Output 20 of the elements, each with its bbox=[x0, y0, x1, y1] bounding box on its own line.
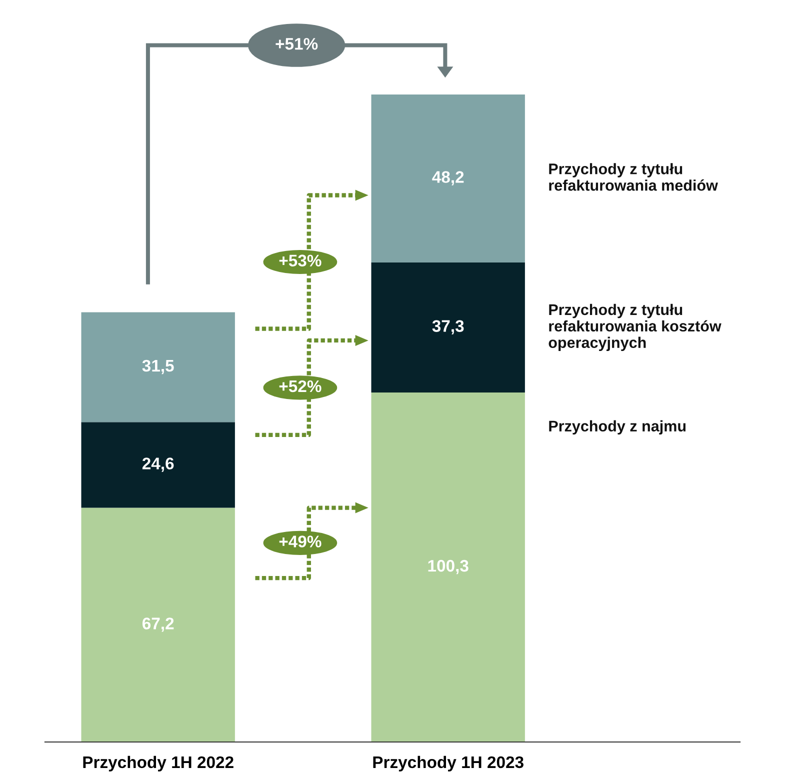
annotation: +49% bbox=[279, 536, 322, 548]
data-label: 24,6 bbox=[142, 458, 174, 472]
series-label: Przychody z tytułu refakturowania mediów bbox=[549, 163, 718, 191]
x-tick-label: Przychody 1H 2022 bbox=[83, 756, 234, 772]
data-label: 67,2 bbox=[142, 618, 174, 632]
series-label: Przychody z tytułu refakturowania kosztów operacyjnych bbox=[548, 304, 722, 352]
annotation: +52% bbox=[279, 380, 322, 392]
data-label: 100,3 bbox=[428, 560, 468, 574]
annotation: +53% bbox=[279, 254, 322, 266]
bar bbox=[81, 312, 235, 422]
bar bbox=[371, 262, 525, 392]
data-label: 37,3 bbox=[432, 320, 464, 334]
bar bbox=[81, 508, 235, 742]
x-tick-label: Przychody 1H 2023 bbox=[373, 756, 524, 772]
data-label: 31,5 bbox=[142, 360, 174, 374]
bar bbox=[81, 422, 235, 508]
text: +51% bbox=[276, 38, 318, 50]
bar bbox=[371, 392, 525, 742]
data-label: 48,2 bbox=[432, 171, 464, 186]
series-label: Przychody z najmu bbox=[549, 420, 686, 435]
